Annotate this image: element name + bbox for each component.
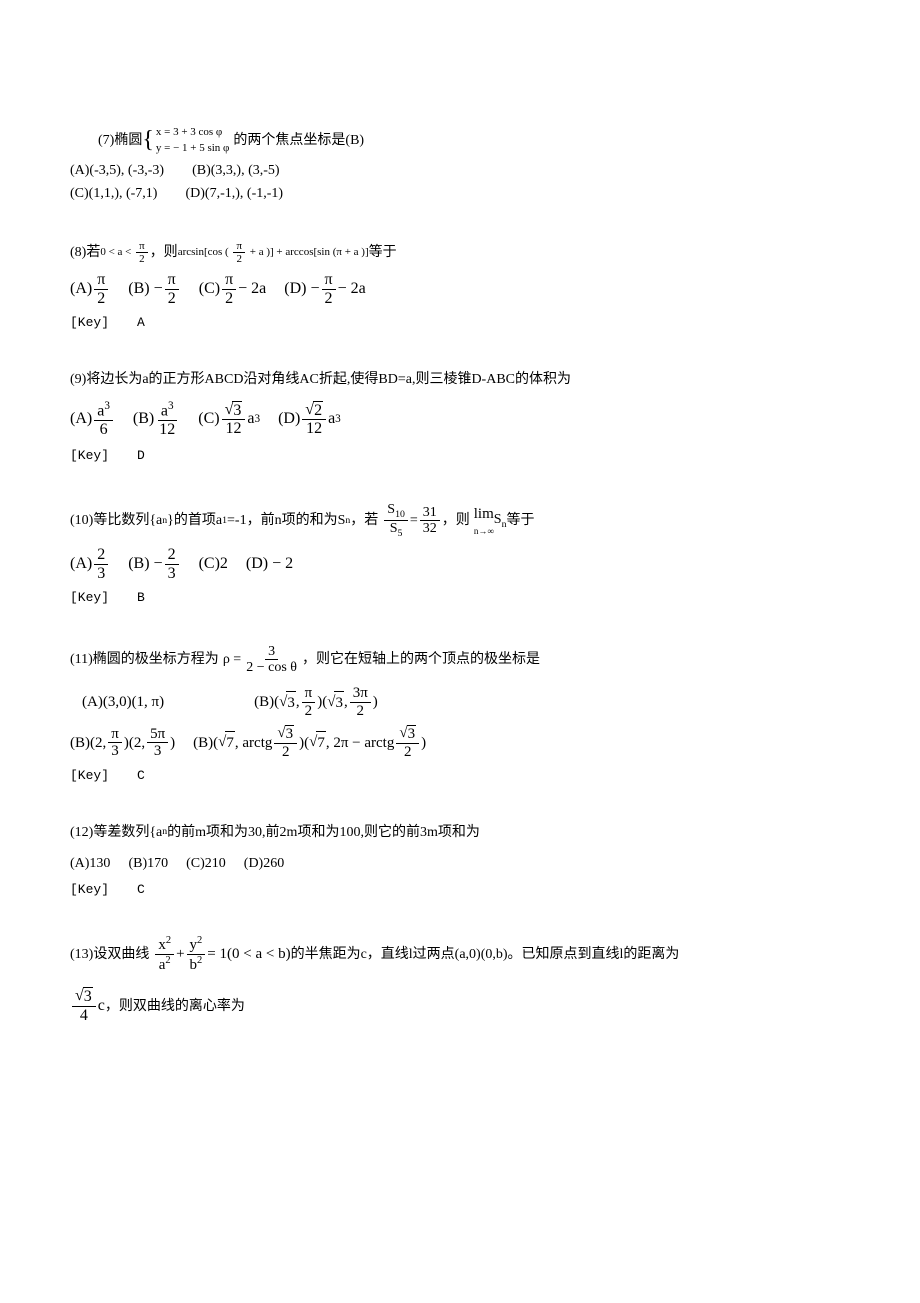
q11-opts-row1: (A)(3,0)(1, π) (B)( √3 , π2 )( √3 , 3π2 … <box>70 685 850 719</box>
q7-opts-row2: (C)(1,1,), (-7,1) (D)(7,-1,), (-1,-1) <box>70 183 850 204</box>
q10-stem: (10)等比数列{an }的首项a1 =-1，前n项的和为Sn ，若 S10S5… <box>70 502 850 540</box>
q7-optD: (D)(7,-1,), (-1,-1) <box>185 183 283 204</box>
q13-dist: √34 c <box>70 987 105 1024</box>
q9-optC: (C) √312 a3 <box>198 401 260 438</box>
q12-optA: (A)130 <box>70 853 110 874</box>
q9-options: (A) a36 (B) a312 (C) √312 a3 (D) √212 a3 <box>70 400 850 439</box>
q12-key: [Key] C <box>70 880 850 900</box>
q8-pi2b: π2 <box>233 240 245 265</box>
q11-optA: (A)(3,0)(1, π) <box>82 691 164 714</box>
q7-lead: 椭圆 <box>114 130 142 151</box>
q9-stem: (9)将边长为a的正方形ABCD沿对角线AC折起,使得BD=a,则三棱锥D-AB… <box>70 369 850 390</box>
q8-cond: 0 < a < π2 <box>100 240 149 265</box>
q10-optC: (C)2 <box>199 552 228 576</box>
q11-optB2: (B)(2, π3 )(2, 5π3 ) <box>70 726 175 760</box>
q9-key: [Key] D <box>70 446 850 466</box>
q8-lead: (8)若 <box>70 242 100 263</box>
q11-optB1: (B)( √3 , π2 )( √3 , 3π2 ) <box>254 685 378 719</box>
q7-stem: (7) 椭圆 { x = 3 + 3 cos φ y = − 1 + 5 sin… <box>70 122 850 158</box>
q10-ratio: S10S5 = 3132 <box>382 502 442 540</box>
q9-optB: (B) a312 <box>133 400 180 439</box>
q8-optC: (C) π2 − 2a <box>199 271 267 307</box>
question-7: (7) 椭圆 { x = 3 + 3 cos φ y = − 1 + 5 sin… <box>70 122 850 204</box>
q8-options: (A) π2 (B) − π2 (C) π2 − 2a (D) − π2 − 2… <box>70 271 850 307</box>
question-8: (8)若 0 < a < π2 ，则 arcsin[cos ( π2 + a )… <box>70 240 850 333</box>
q8-optA: (A) π2 <box>70 271 110 307</box>
q8-pi2a: π2 <box>136 240 148 265</box>
q12-stem: (12)等差数列{an 的前m项和为30,前2m项和为100,则它的前3m项和为 <box>70 822 850 843</box>
q13-stem1: (13)设双曲线 x2a2 + y2b2 = 1(0 < a < b) 的半焦距… <box>70 935 850 973</box>
q10-optA: (A) 23 <box>70 546 110 582</box>
q7-param2: y = − 1 + 5 sin φ <box>156 140 230 157</box>
q7-parametric: x = 3 + 3 cos φ y = − 1 + 5 sin φ <box>156 124 230 157</box>
q8-cond2: ，则 <box>150 242 178 263</box>
question-10: (10)等比数列{an }的首项a1 =-1，前n项的和为Sn ，若 S10S5… <box>70 502 850 608</box>
q11-polar: ρ = 32 − cos θ <box>223 644 302 676</box>
q11-optB3: (B)( √7 , arctg √32 )( √7 , 2π − arctg √… <box>193 725 426 760</box>
q7-optC: (C)(1,1,), (-7,1) <box>70 183 157 204</box>
q7-opts-row1: (A)(-3,5), (-3,-3) (B)(3,3,), (3,-5) <box>70 160 850 181</box>
q8-optB: (B) − π2 <box>128 271 180 307</box>
q12-optC: (C)210 <box>186 853 226 874</box>
q11-stem: (11)椭圆的极坐标方程为 ρ = 32 − cos θ ，则它在短轴上的两个顶… <box>70 644 850 676</box>
q8-stem: (8)若 0 < a < π2 ，则 arcsin[cos ( π2 + a )… <box>70 240 850 265</box>
question-13: (13)设双曲线 x2a2 + y2b2 = 1(0 < a < b) 的半焦距… <box>70 935 850 1024</box>
q13-eq: x2a2 + y2b2 = 1(0 < a < b) <box>153 935 290 973</box>
q7-optB: (B)(3,3,), (3,-5) <box>192 160 279 181</box>
q11-opts-row2: (B)(2, π3 )(2, 5π3 ) (B)( √7 , arctg √32… <box>70 725 850 760</box>
q7-param1: x = 3 + 3 cos φ <box>156 124 230 141</box>
q13-stem2: √34 c ，则双曲线的离心率为 <box>70 987 850 1024</box>
q9-optD: (D) √212 a3 <box>278 401 341 438</box>
question-11: (11)椭圆的极坐标方程为 ρ = 32 − cos θ ，则它在短轴上的两个顶… <box>70 644 850 786</box>
brace-icon: { <box>142 122 154 158</box>
q8-tail: 等于 <box>369 242 397 263</box>
q10-key: [Key] B <box>70 588 850 608</box>
q8-key: [Key] A <box>70 313 850 333</box>
q11-key: [Key] C <box>70 766 850 786</box>
q12-optD: (D)260 <box>244 853 284 874</box>
q9-optA: (A) a36 <box>70 400 115 439</box>
q8-optD: (D) − π2 − 2a <box>284 271 365 307</box>
q10-Sn: Sn <box>494 509 507 532</box>
q12-optB: (B)170 <box>128 853 168 874</box>
q10-optB: (B) − 23 <box>128 546 180 582</box>
q8-expr: arcsin[cos ( π2 + a )] + arccos[sin (π +… <box>178 240 369 265</box>
q7-optA: (A)(-3,5), (-3,-3) <box>70 160 164 181</box>
q12-options: (A)130 (B)170 (C)210 (D)260 <box>70 853 850 874</box>
q7-num: (7) <box>98 130 114 151</box>
q7-tail: 的两个焦点坐标是(B) <box>233 130 364 151</box>
question-12: (12)等差数列{an 的前m项和为30,前2m项和为100,则它的前3m项和为… <box>70 822 850 900</box>
q10-options: (A) 23 (B) − 23 (C)2 (D) − 2 <box>70 546 850 582</box>
q10-lim: lim n→∞ <box>474 503 494 539</box>
q10-optD: (D) − 2 <box>246 552 293 576</box>
question-9: (9)将边长为a的正方形ABCD沿对角线AC折起,使得BD=a,则三棱锥D-AB… <box>70 369 850 466</box>
